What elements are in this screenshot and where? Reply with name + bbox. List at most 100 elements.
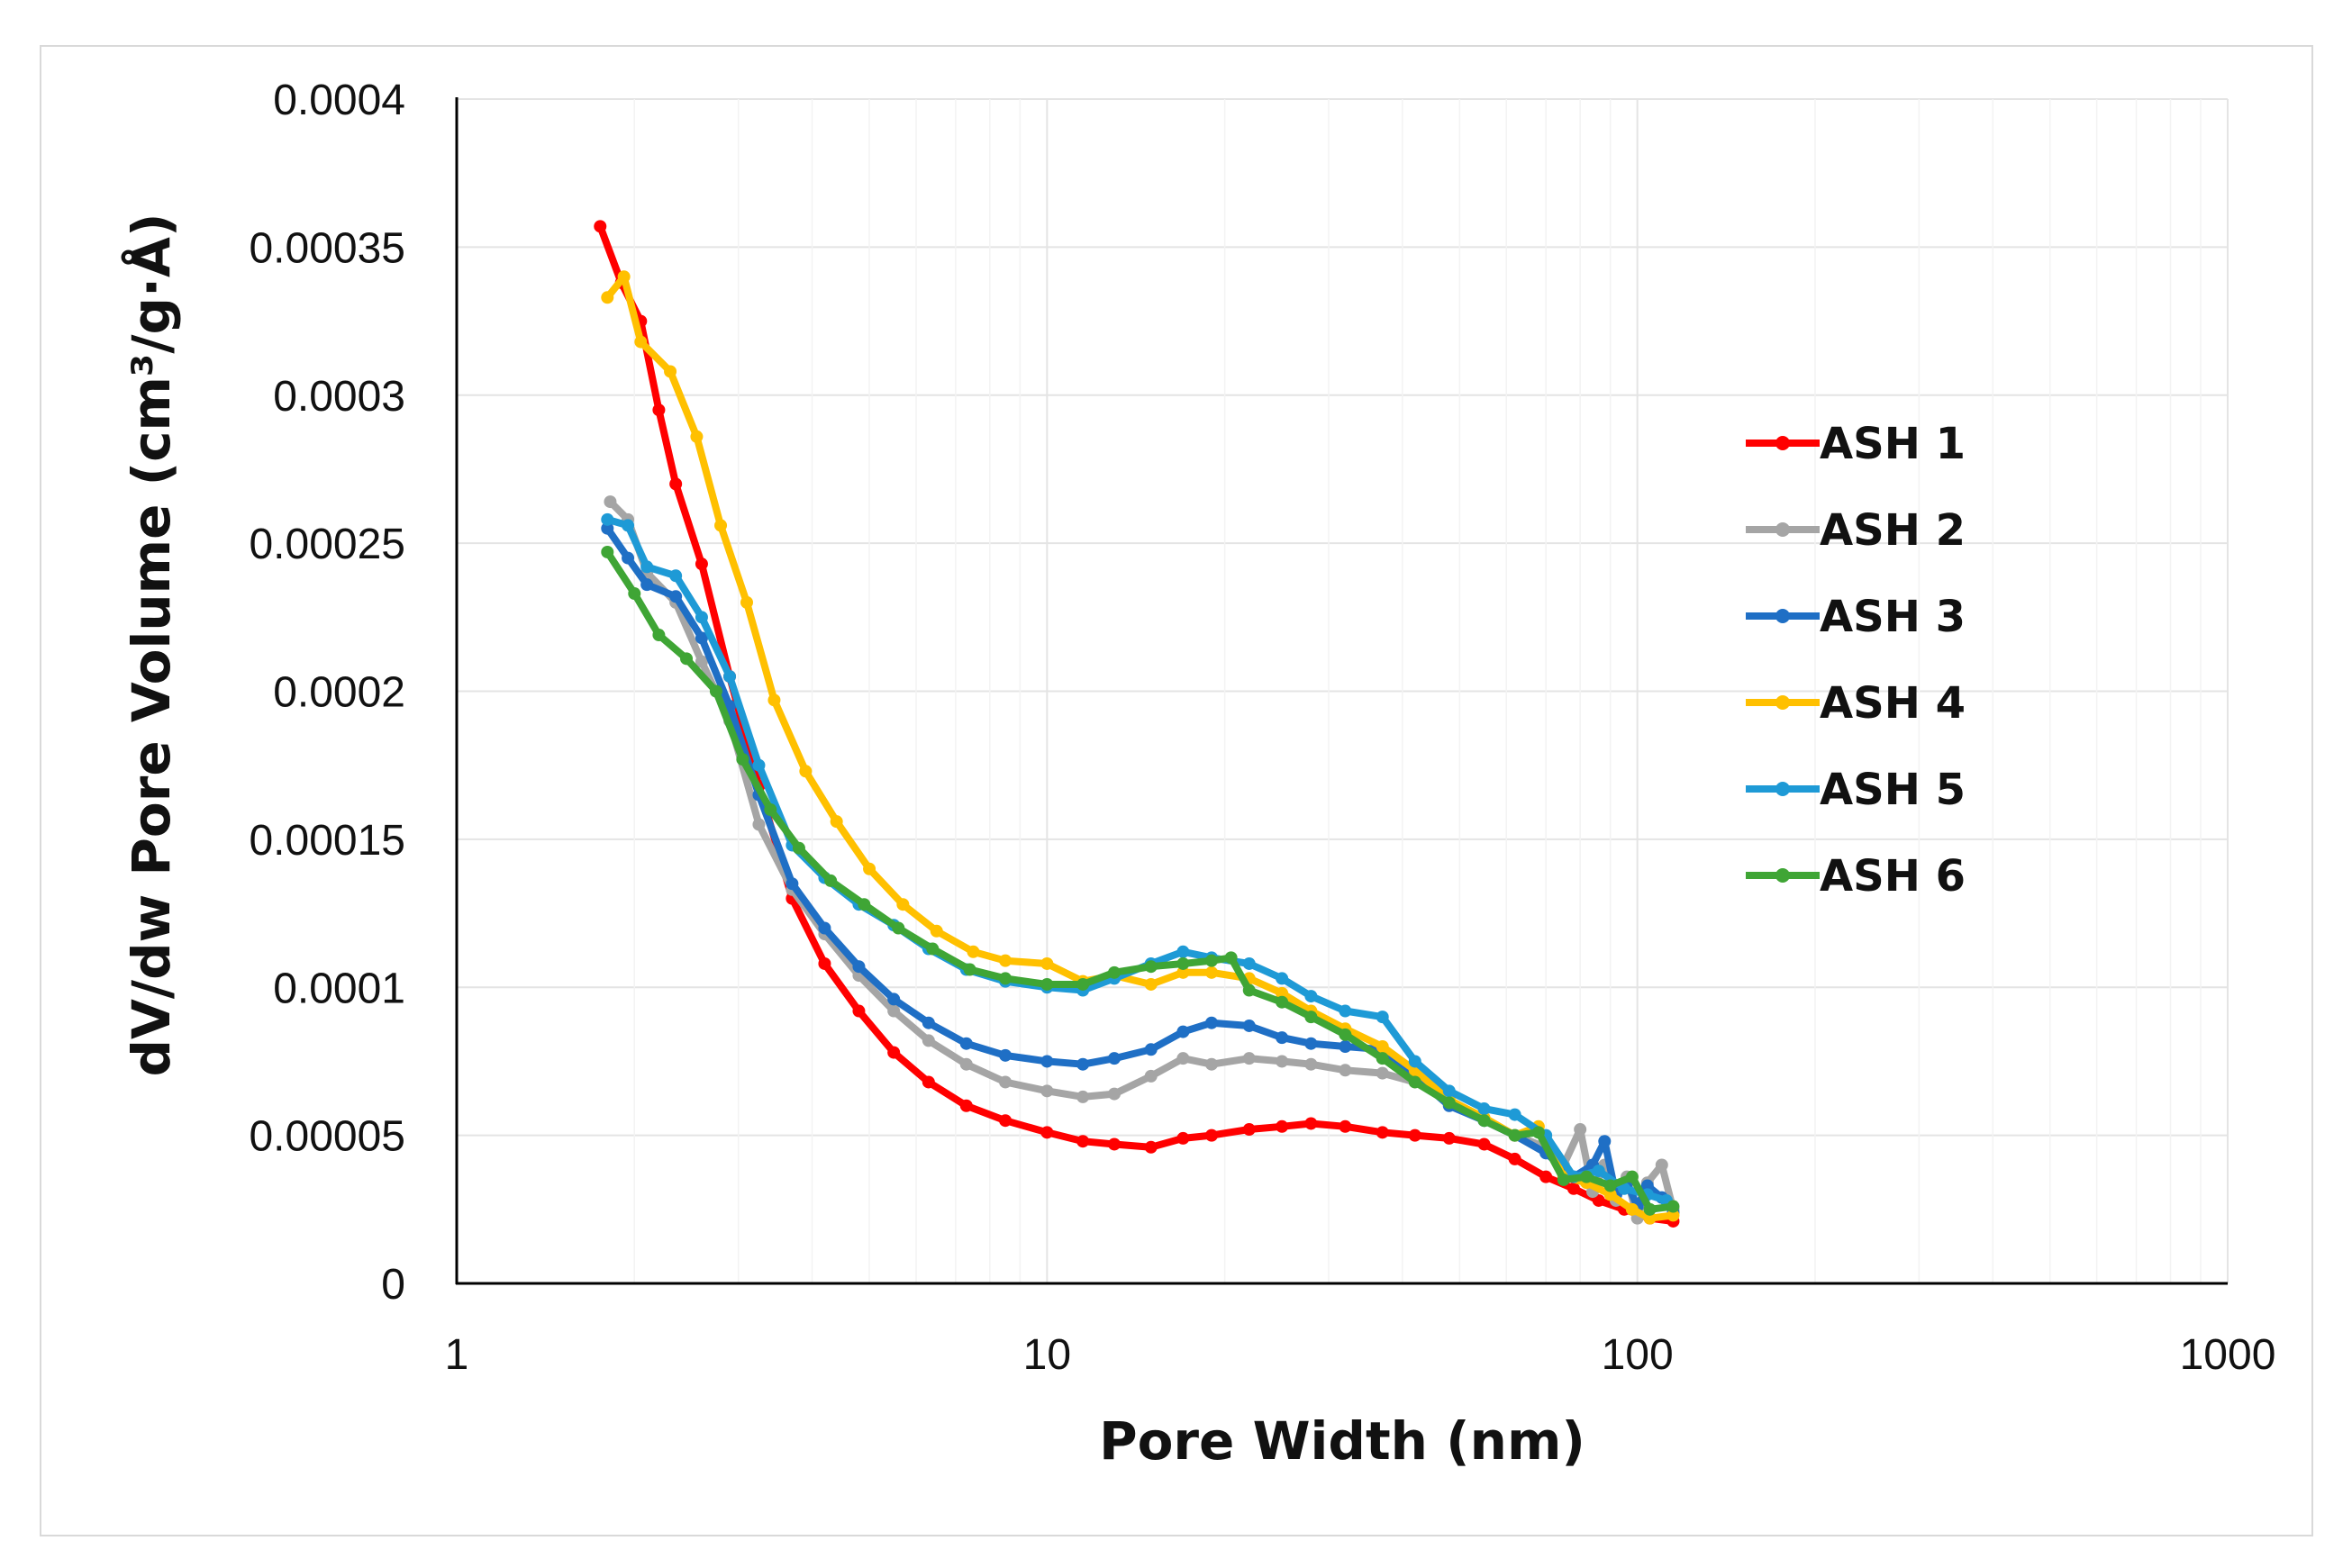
data-point [1242,1123,1256,1137]
legend-entry: ASH 4 [1746,678,1966,729]
data-point [767,693,781,707]
data-point [617,270,631,284]
data-point [640,578,654,592]
data-point [604,495,617,509]
data-point [669,569,683,583]
data-point [1276,1119,1289,1133]
data-point [887,1004,901,1018]
x-tick-label: 10 [1023,1331,1071,1379]
data-series [594,220,1680,1228]
data-point [967,945,980,958]
legend-entry: ASH 1 [1746,419,1966,469]
legend-entry: ASH 2 [1746,505,1966,556]
data-point [999,1048,1013,1062]
data-point [1408,1055,1421,1068]
data-point [1176,1131,1190,1145]
data-point [922,1075,935,1089]
data-point [1592,1165,1605,1178]
data-point [1339,1028,1352,1041]
data-point [601,521,614,535]
data-point [690,430,704,443]
data-point [601,512,614,526]
legend-entry: ASH 3 [1746,592,1966,642]
data-point [1531,1126,1545,1139]
data-point [830,815,843,829]
data-point [896,898,910,911]
grid-lines [457,98,2229,1283]
data-point [1508,1152,1521,1165]
data-point [601,291,614,304]
data-point [1205,1128,1219,1142]
data-point [1144,1043,1158,1056]
x-tick-label: 1000 [2180,1331,2276,1379]
data-point [628,587,641,601]
data-point [1176,965,1190,979]
data-point [1205,954,1219,967]
data-point [1242,1019,1256,1032]
data-point [1625,1170,1639,1183]
data-point [1442,1084,1456,1098]
data-point [1477,1114,1491,1128]
data-point [723,670,737,684]
data-point [1144,1069,1158,1083]
data-point [1205,965,1219,979]
data-point [858,898,871,911]
data-point [1339,1119,1352,1133]
data-point [1076,1057,1090,1071]
data-point [1574,1123,1587,1137]
x-tick-label: 100 [1602,1331,1674,1379]
data-point [1076,977,1090,991]
data-point [695,631,708,645]
series-line [604,273,1677,1222]
data-point [669,590,683,603]
data-point [1557,1173,1570,1186]
legend-label: ASH 4 [1820,678,1966,729]
data-point [824,874,838,887]
legend-label: ASH 2 [1820,505,1966,556]
data-point [1040,1055,1054,1068]
data-point [1339,1064,1352,1077]
data-point [922,1016,935,1029]
data-point [1176,956,1190,970]
y-tick-label: 0 [381,1261,405,1309]
series-ash-5 [601,512,1673,1207]
data-point [714,519,728,532]
data-point [1508,1128,1521,1142]
data-point [680,652,694,666]
data-point [1376,1052,1389,1065]
data-point [1076,1090,1090,1103]
x-axis-title: Pore Width (nm) [1099,1410,1585,1472]
data-point [1224,951,1238,965]
data-point [1304,1117,1318,1130]
data-point [1304,1037,1318,1050]
data-point [601,545,614,558]
series-ash-1 [594,220,1680,1228]
data-point [740,595,754,609]
data-point [764,803,777,816]
data-point [1655,1158,1668,1172]
data-point [959,1099,973,1112]
legend: ASH 1 ASH 2 ASH 3 ASH 4 ASH 5 ASH 6 [1746,419,1966,902]
y-tick-label: 0.00035 [249,224,405,272]
data-point [622,551,635,565]
data-point [1076,1135,1090,1148]
y-axis-title: dV/dw Pore Volume (cm³/g·Å) [120,213,182,1077]
series-line [596,222,1677,1225]
legend-marker [1775,436,1790,450]
data-point [1304,1057,1318,1071]
legend-entry: ASH 5 [1746,765,1966,815]
data-point [1276,986,1289,1000]
legend-marker [1775,695,1790,710]
y-tick-label: 0.00015 [249,817,405,865]
data-point [963,963,976,976]
data-point [695,557,708,571]
data-point [926,942,940,956]
data-point [1108,1137,1122,1151]
data-point [1625,1202,1639,1216]
chart-frame [40,45,2313,1536]
y-tick-label: 0.00025 [249,521,405,568]
data-point [709,684,722,698]
data-point [594,220,607,233]
data-point [1108,1087,1122,1101]
data-point [1276,1031,1289,1045]
